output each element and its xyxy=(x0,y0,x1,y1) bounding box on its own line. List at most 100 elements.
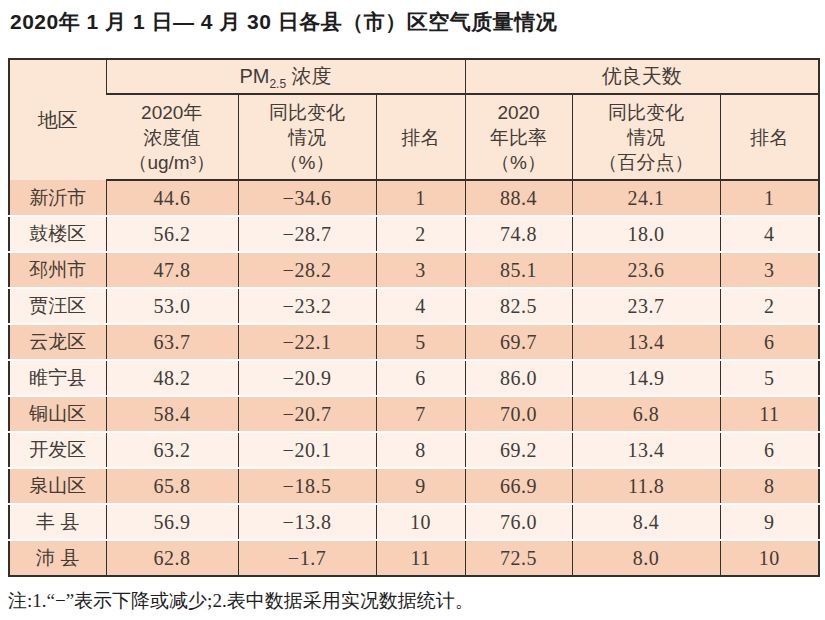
gd-ratio-cell: 82.5 xyxy=(465,288,572,324)
table-row: 贾汪区 53.0 −23.2 4 82.5 23.7 2 xyxy=(9,288,819,324)
pm-value-cell: 48.2 xyxy=(106,360,238,396)
pm25-suffix: 浓度 xyxy=(286,65,332,87)
table-row: 鼓楼区 56.2 −28.7 2 74.8 18.0 4 xyxy=(9,216,819,252)
table-row: 泉山区 65.8 −18.5 9 66.9 11.8 8 xyxy=(9,468,819,504)
pm-value-cell: 47.8 xyxy=(106,252,238,288)
column-header-pm-change: 同比变化 情况 （%） xyxy=(238,94,376,180)
table-header: 地区 PM2.5 浓度 优良天数 2020年 浓度值 （ug/m³） 同比变化 … xyxy=(9,59,819,180)
pm-value-cell: 63.7 xyxy=(106,324,238,360)
table-row: 开发区 63.2 −20.1 8 69.2 13.4 6 xyxy=(9,432,819,468)
gd-change-cell: 23.7 xyxy=(572,288,720,324)
pm-value-cell: 58.4 xyxy=(106,396,238,432)
column-group-good-days: 优良天数 xyxy=(465,59,819,94)
pm-value-cell: 62.8 xyxy=(106,540,238,576)
pm-rank-cell: 3 xyxy=(376,252,465,288)
pm-change-cell: −18.5 xyxy=(238,468,376,504)
gd-change-cell: 24.1 xyxy=(572,180,720,216)
pm-rank-cell: 7 xyxy=(376,396,465,432)
pm-change-cell: −13.8 xyxy=(238,504,376,540)
column-header-pm-value: 2020年 浓度值 （ug/m³） xyxy=(106,94,238,180)
pm-value-cell: 56.9 xyxy=(106,504,238,540)
table-row: 云龙区 63.7 −22.1 5 69.7 13.4 6 xyxy=(9,324,819,360)
region-cell: 铜山区 xyxy=(9,396,106,432)
table-row: 睢宁县 48.2 −20.9 6 86.0 14.9 5 xyxy=(9,360,819,396)
pm-change-cell: −20.9 xyxy=(238,360,376,396)
gd-ratio-cell: 86.0 xyxy=(465,360,572,396)
gd-rank-cell: 2 xyxy=(720,288,819,324)
gd-ratio-cell: 74.8 xyxy=(465,216,572,252)
gd-ratio-cell: 88.4 xyxy=(465,180,572,216)
column-group-pm25: PM2.5 浓度 xyxy=(106,59,465,94)
gd-rank-cell: 11 xyxy=(720,396,819,432)
pm-value-cell: 44.6 xyxy=(106,180,238,216)
pm-rank-cell: 6 xyxy=(376,360,465,396)
air-quality-table: 地区 PM2.5 浓度 优良天数 2020年 浓度值 （ug/m³） 同比变化 … xyxy=(8,58,820,577)
region-cell: 鼓楼区 xyxy=(9,216,106,252)
region-cell: 丰 县 xyxy=(9,504,106,540)
pm-rank-cell: 8 xyxy=(376,432,465,468)
region-cell: 邳州市 xyxy=(9,252,106,288)
pm-change-cell: −20.1 xyxy=(238,432,376,468)
pm-value-cell: 63.2 xyxy=(106,432,238,468)
gd-change-cell: 8.0 xyxy=(572,540,720,576)
footnote: 注:1.“−”表示下降或减少;2.表中数据采用实况数据统计。 xyxy=(8,588,474,614)
gd-change-cell: 8.4 xyxy=(572,504,720,540)
column-header-pm-rank: 排名 xyxy=(376,94,465,180)
pm-rank-cell: 5 xyxy=(376,324,465,360)
pm-change-cell: −22.1 xyxy=(238,324,376,360)
gd-rank-cell: 9 xyxy=(720,504,819,540)
pm-change-cell: −28.7 xyxy=(238,216,376,252)
column-header-gd-ratio: 2020 年比率 （%） xyxy=(465,94,572,180)
pm-change-cell: −23.2 xyxy=(238,288,376,324)
pm-rank-cell: 11 xyxy=(376,540,465,576)
pm-value-cell: 65.8 xyxy=(106,468,238,504)
pm-value-cell: 53.0 xyxy=(106,288,238,324)
gd-ratio-cell: 69.2 xyxy=(465,432,572,468)
gd-change-cell: 13.4 xyxy=(572,324,720,360)
gd-ratio-cell: 72.5 xyxy=(465,540,572,576)
table-row: 沛 县 62.8 −1.7 11 72.5 8.0 10 xyxy=(9,540,819,576)
gd-change-cell: 18.0 xyxy=(572,216,720,252)
table-row: 新沂市 44.6 −34.6 1 88.4 24.1 1 xyxy=(9,180,819,216)
gd-rank-cell: 10 xyxy=(720,540,819,576)
pm-rank-cell: 2 xyxy=(376,216,465,252)
gd-rank-cell: 6 xyxy=(720,432,819,468)
gd-ratio-cell: 85.1 xyxy=(465,252,572,288)
pm-rank-cell: 4 xyxy=(376,288,465,324)
gd-ratio-cell: 70.0 xyxy=(465,396,572,432)
gd-rank-cell: 5 xyxy=(720,360,819,396)
page-title: 2020年 1 月 1 日— 4 月 30 日各县（市）区空气质量情况 xyxy=(10,8,557,36)
gd-rank-cell: 1 xyxy=(720,180,819,216)
pm-change-cell: −1.7 xyxy=(238,540,376,576)
table-row: 邳州市 47.8 −28.2 3 85.1 23.6 3 xyxy=(9,252,819,288)
gd-change-cell: 6.8 xyxy=(572,396,720,432)
pm-rank-cell: 10 xyxy=(376,504,465,540)
pm25-subscript: 2.5 xyxy=(269,77,286,91)
pm-value-cell: 56.2 xyxy=(106,216,238,252)
region-cell: 沛 县 xyxy=(9,540,106,576)
gd-change-cell: 14.9 xyxy=(572,360,720,396)
gd-ratio-cell: 66.9 xyxy=(465,468,572,504)
pm-change-cell: −34.6 xyxy=(238,180,376,216)
region-cell: 新沂市 xyxy=(9,180,106,216)
gd-rank-cell: 6 xyxy=(720,324,819,360)
gd-change-cell: 23.6 xyxy=(572,252,720,288)
region-cell: 开发区 xyxy=(9,432,106,468)
column-header-region: 地区 xyxy=(9,59,106,180)
gd-ratio-cell: 69.7 xyxy=(465,324,572,360)
column-header-gd-rank: 排名 xyxy=(720,94,819,180)
gd-rank-cell: 3 xyxy=(720,252,819,288)
gd-rank-cell: 4 xyxy=(720,216,819,252)
column-header-gd-change: 同比变化 情况 （百分点） xyxy=(572,94,720,180)
pm-change-cell: −28.2 xyxy=(238,252,376,288)
pm-change-cell: −20.7 xyxy=(238,396,376,432)
region-cell: 睢宁县 xyxy=(9,360,106,396)
gd-change-cell: 13.4 xyxy=(572,432,720,468)
table-body: 新沂市 44.6 −34.6 1 88.4 24.1 1 鼓楼区 56.2 −2… xyxy=(9,180,819,576)
pm-rank-cell: 1 xyxy=(376,180,465,216)
region-cell: 云龙区 xyxy=(9,324,106,360)
table-row: 丰 县 56.9 −13.8 10 76.0 8.4 9 xyxy=(9,504,819,540)
table-row: 铜山区 58.4 −20.7 7 70.0 6.8 11 xyxy=(9,396,819,432)
region-cell: 泉山区 xyxy=(9,468,106,504)
region-cell: 贾汪区 xyxy=(9,288,106,324)
